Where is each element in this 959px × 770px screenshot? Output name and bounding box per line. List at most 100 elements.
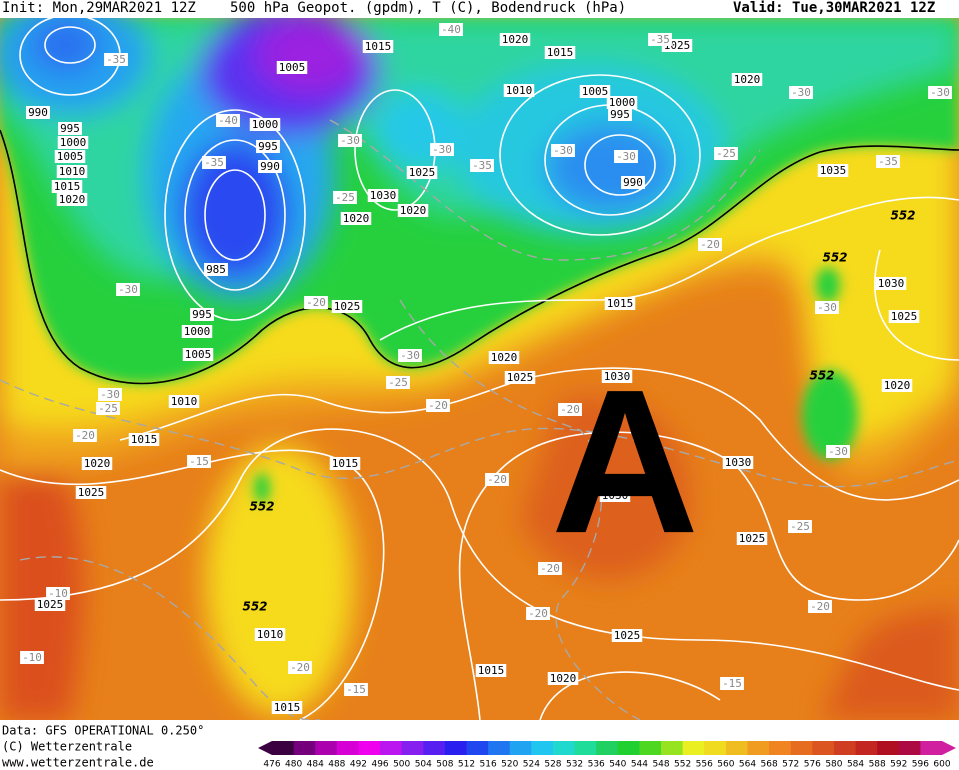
scale-swatch	[315, 741, 338, 755]
scale-end-right	[942, 741, 956, 755]
pressure-label: 1010	[171, 395, 198, 408]
pressure-label-box	[406, 166, 438, 179]
pressure-label-box	[475, 664, 507, 677]
pressure-label-box	[722, 456, 754, 469]
pressure-label: 1030	[370, 189, 397, 202]
temperature-label-box	[338, 134, 362, 147]
temperature-label-box	[288, 661, 312, 674]
temperature-label-box	[304, 296, 328, 309]
temperature-label-box	[46, 587, 70, 600]
pressure-label-box	[258, 160, 282, 173]
pressure-label: 1005	[279, 61, 306, 74]
pressure-label-box	[367, 189, 399, 202]
scale-swatch	[617, 741, 640, 755]
temperature-label-box	[714, 147, 738, 160]
pressure-label: 1030	[725, 456, 752, 469]
scale-swatch	[898, 741, 921, 755]
height-label: 552	[890, 209, 915, 223]
color-scale: 476 480 484 488 492 496 500 504 508 512 516 520 524 5…	[258, 741, 956, 770]
temperature-label: -25	[388, 376, 408, 389]
pressure-label: 1030	[602, 489, 629, 502]
temperature-label: -25	[790, 520, 810, 533]
pressure-label-box	[875, 277, 907, 290]
scale-swatch	[293, 741, 316, 755]
scale-swatch	[682, 741, 705, 755]
pressure-label-box	[547, 672, 579, 685]
temperature-label: -25	[98, 402, 118, 415]
pressure-label: 1020	[343, 212, 370, 225]
temperature-label-box	[430, 143, 454, 156]
scale-swatch	[725, 741, 748, 755]
pressure-label-box	[611, 629, 643, 642]
scale-label: 520	[501, 760, 518, 770]
pressure-label-box	[544, 46, 576, 59]
pressure-label: 1020	[884, 379, 911, 392]
height-label: 552	[809, 369, 834, 383]
temperature-label: -35	[878, 155, 898, 168]
pressure-label-box	[56, 193, 88, 206]
pressure-label-box	[34, 598, 66, 611]
temperature-label-box	[98, 388, 122, 401]
scale-label: 476	[263, 760, 280, 770]
temperature-label: -15	[189, 455, 209, 468]
footer-copyright: (C) Wetterzentrale	[2, 740, 132, 754]
temperature-label: -40	[441, 23, 461, 36]
temperature-label: -30	[791, 86, 811, 99]
temperature-label: -15	[346, 683, 366, 696]
pressure-label: 1015	[274, 701, 301, 714]
temperature-label-box	[398, 349, 422, 362]
temperature-label: -35	[106, 53, 126, 66]
scale-swatch	[769, 741, 792, 755]
pressure-label: 1020	[550, 672, 577, 685]
pressure-label: 990	[623, 176, 643, 189]
pressure-label: 1025	[334, 300, 361, 313]
temperature-label-box	[826, 445, 850, 458]
pressure-label-box	[499, 33, 531, 46]
temperature-label: -20	[306, 296, 326, 309]
pressure-label-box	[601, 370, 633, 383]
temperature-label: -10	[22, 651, 42, 664]
header-init: Init: Mon,29MAR2021 12Z	[2, 0, 196, 16]
pressure-label-box	[329, 457, 361, 470]
pressure-label: 1025	[507, 371, 534, 384]
temperature-label-box	[815, 301, 839, 314]
temperature-label-box	[344, 683, 368, 696]
scale-label: 536	[588, 760, 605, 770]
temperature-label: -35	[472, 159, 492, 172]
pressure-label-box	[51, 180, 83, 193]
scale-swatch	[423, 741, 446, 755]
pressure-label: 1015	[131, 433, 158, 446]
temperature-label: -20	[528, 607, 548, 620]
pressure-label-box	[888, 310, 920, 323]
temperature-label-box	[439, 23, 463, 36]
scale-swatch	[509, 741, 532, 755]
pressure-label: 990	[260, 160, 280, 173]
scale-swatch	[272, 741, 295, 755]
scale-label: 576	[804, 760, 821, 770]
pressure-label: 995	[192, 308, 212, 321]
pressure-label-box	[128, 433, 160, 446]
scale-swatch	[531, 741, 554, 755]
scale-swatch	[596, 741, 619, 755]
pressure-label-box	[488, 351, 520, 364]
temperature-label: -30	[616, 150, 636, 163]
pressure-label: 1020	[491, 351, 518, 364]
temperature-label: -20	[560, 403, 580, 416]
pressure-label-box	[182, 348, 214, 361]
temperature-label: -30	[432, 143, 452, 156]
scale-label: 588	[869, 760, 886, 770]
pressure-label: 1025	[739, 532, 766, 545]
pressure-label: 1005	[582, 85, 609, 98]
pressure-label-box	[204, 263, 228, 276]
pressure-label: 995	[258, 140, 278, 153]
map: 1015 1005 1020 1015 1025 1020 1010 1005 1000 995 9…	[0, 18, 959, 720]
pressure-label: 990	[28, 106, 48, 119]
temperature-label: -40	[218, 114, 238, 127]
scale-swatch	[380, 741, 403, 755]
scale-swatch	[401, 741, 424, 755]
temperature-label: -30	[100, 388, 120, 401]
temperature-label: -20	[75, 429, 95, 442]
pressure-label: 1000	[252, 118, 279, 131]
pressure-label: 995	[60, 122, 80, 135]
temperature-label-box	[876, 155, 900, 168]
